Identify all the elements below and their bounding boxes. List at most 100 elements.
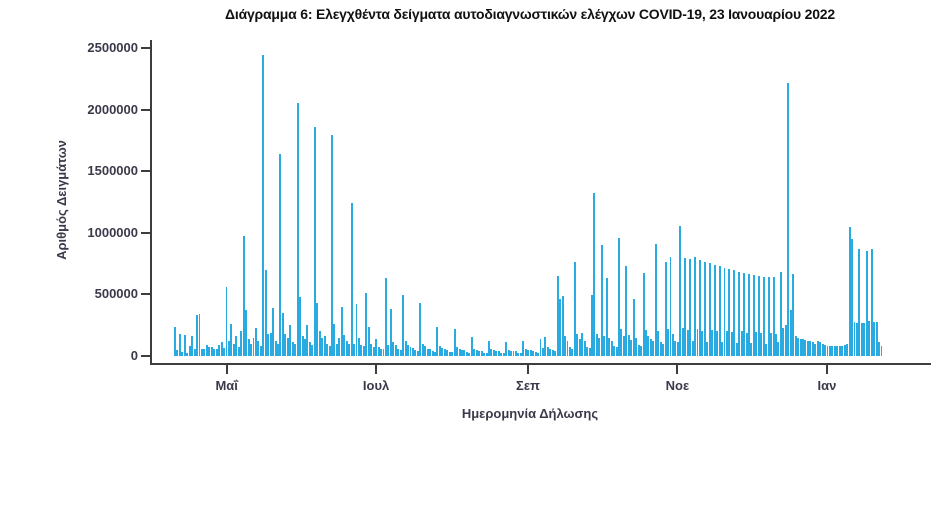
bar [765,343,768,356]
bar [851,238,854,356]
bar [225,287,228,356]
bar [198,313,201,356]
y-axis-line [150,40,152,365]
bar [787,82,790,356]
bar [841,345,844,356]
bar [711,330,714,356]
bar [608,337,611,356]
bar [625,266,628,356]
bar [811,342,814,356]
bar [603,336,606,356]
bar [191,335,194,356]
bar [299,296,302,356]
bar [196,315,199,356]
bar [306,325,309,356]
bar [551,350,554,356]
bar [247,338,250,356]
bar [365,293,368,356]
bar [218,344,221,356]
bar [735,343,738,356]
bar [716,331,719,356]
bar [308,342,311,356]
x-tick-label: Ιουλ [362,378,390,393]
bar [750,343,753,356]
bar [541,348,544,356]
y-tick [141,231,150,234]
bar [438,346,441,356]
bar [833,345,836,356]
bar [855,322,858,356]
bar [863,322,866,356]
bar [721,342,723,356]
bar [274,341,277,356]
bar [470,337,473,356]
bar [767,277,770,356]
bar [632,299,635,356]
bar [475,350,478,356]
bar [662,343,665,356]
bar [868,320,871,356]
bar [205,344,208,356]
bar [380,349,383,356]
bar [537,352,540,356]
bar [488,340,490,356]
bar [360,344,363,356]
bar [637,344,640,356]
bar [338,337,341,356]
bar [384,278,387,356]
bar [588,348,591,356]
bar [733,270,736,356]
bar [802,339,804,356]
bar [738,272,741,356]
bar [760,333,763,356]
bar [331,135,333,356]
bar [321,337,324,356]
bar [414,350,417,356]
bar [804,339,807,356]
bar [453,329,456,356]
bar [554,351,557,356]
bar [875,322,878,356]
bar [291,342,294,356]
bar [232,344,235,356]
bar [362,346,365,356]
bar [286,337,289,356]
bar [296,103,299,356]
bar [316,303,319,356]
bar [806,340,809,356]
bar [544,337,547,356]
bar [816,341,819,356]
bar [485,352,488,356]
bar [878,342,880,356]
bar [642,272,645,356]
bar [394,344,397,356]
bar [294,344,297,356]
bar [539,339,542,356]
bar [502,352,505,356]
bar [262,55,265,356]
bar [649,338,652,356]
x-axis-title: Ημερομηνία Δήλωσης [461,406,599,421]
x-tick [825,365,828,374]
bar [583,341,586,356]
chart-title: Διάγραμμα 6: Ελεγχθέντα δείγματα αυτοδια… [225,6,835,22]
bar [706,341,709,356]
bar [772,277,775,356]
bar [382,348,385,356]
bar [252,337,255,356]
bar [664,262,667,356]
bar [240,331,243,356]
x-tick [225,365,228,374]
bar [245,310,248,356]
bar [279,153,282,356]
bar [838,346,841,356]
bar [215,348,218,356]
bar [370,343,373,356]
bar [483,352,486,356]
bar [389,309,392,356]
bar [399,349,402,356]
bar [748,274,750,356]
bar [421,343,424,356]
bar [235,336,238,356]
y-axis-title: Αριθμός Δειγμάτων [54,140,69,260]
